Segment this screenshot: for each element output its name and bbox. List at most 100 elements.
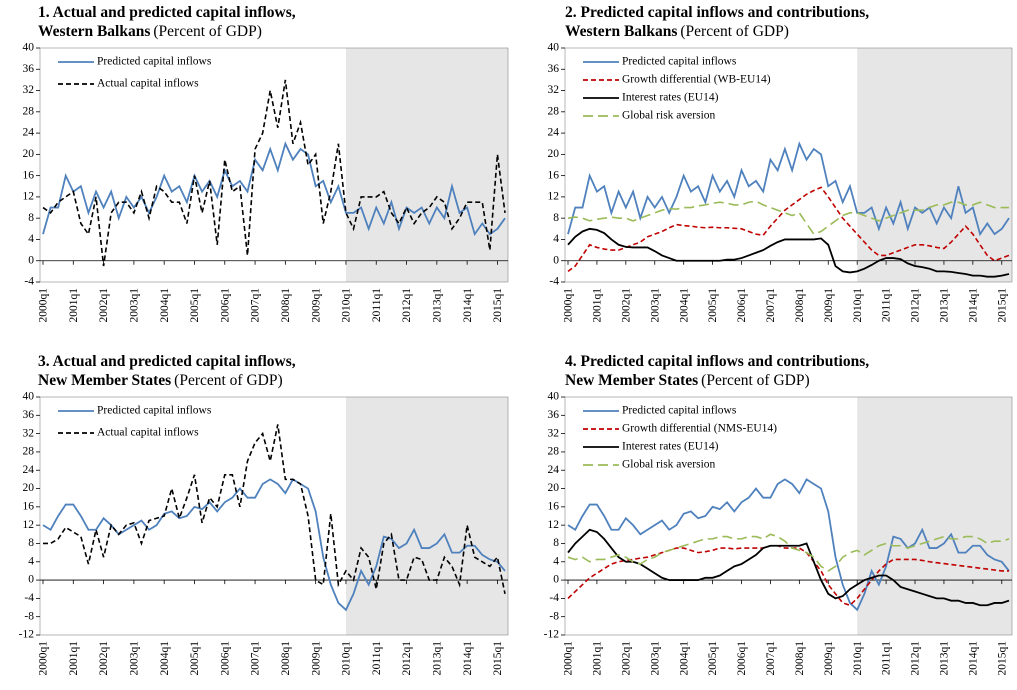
y-tick-label: 16	[548, 169, 560, 181]
y-tick-label: 28	[548, 105, 560, 117]
shaded-region	[857, 48, 1012, 282]
series-line	[567, 478, 1010, 612]
y-tick-label: 12	[548, 519, 560, 531]
x-tick-label: 2008q1	[794, 641, 806, 676]
x-tick-label: 2013q1	[939, 641, 951, 676]
x-tick-label: 2002q1	[620, 641, 632, 676]
x-tick-label: 2003q1	[129, 641, 141, 676]
y-tick-label: 20	[548, 482, 560, 494]
plot-frame	[564, 47, 1013, 283]
x-tick-label: 2002q1	[98, 641, 110, 676]
y-tick-label: 36	[548, 409, 560, 421]
shaded-region	[345, 48, 508, 282]
x-tick-label: 2015q1	[492, 641, 504, 676]
y-tick-label: 40	[23, 42, 35, 54]
x-tick-label: 2000q1	[38, 288, 50, 323]
x-tick-label: 2012q1	[401, 288, 413, 323]
legend-label: Predicted capital inflows	[97, 405, 212, 417]
unit: (Percent of GDP)	[153, 23, 261, 40]
y-tick-label: 0	[28, 574, 34, 586]
y-tick-label: 8	[553, 212, 559, 224]
x-tick-label: 2010q1	[852, 288, 864, 323]
plot-frame	[39, 396, 509, 636]
y-tick-label: 16	[23, 169, 35, 181]
x-tick-label: 2003q1	[649, 288, 661, 323]
y-tick-label: 24	[23, 127, 35, 139]
y-tick-label: 40	[548, 391, 560, 403]
x-tick-label: 2001q1	[68, 641, 80, 676]
plot-frame	[39, 47, 509, 283]
x-tick-label: 2005q1	[707, 641, 719, 676]
x-tick-label: 2006q1	[219, 288, 231, 323]
y-tick-label: 20	[23, 148, 35, 160]
x-tick-label: 2013q1	[431, 641, 443, 676]
x-tick-label: 2004q1	[678, 288, 690, 323]
legend-label: Predicted capital inflows	[622, 405, 737, 417]
x-tick-label: 2000q1	[563, 288, 575, 323]
series-line	[567, 141, 1010, 237]
x-tick-label: 2011q1	[881, 288, 893, 322]
y-tick-label: -12	[19, 629, 35, 641]
x-tick-label: 2007q1	[765, 641, 777, 676]
legend-label: Interest rates (EU14)	[622, 92, 719, 104]
chart-subtitle: New Member States (Percent of GDP)	[565, 372, 810, 389]
x-tick-label: 2015q1	[492, 288, 504, 323]
x-tick-label: 2012q1	[401, 641, 413, 676]
y-tick-label: 0	[28, 254, 34, 266]
y-tick-label: 36	[23, 409, 35, 421]
legend-label: Growth differential (WB-EU14)	[622, 74, 771, 86]
legend-label: Predicted capital inflows	[622, 56, 737, 68]
y-tick-label: 28	[548, 446, 560, 458]
y-tick-label: 40	[548, 42, 560, 54]
y-tick-label: 32	[548, 427, 560, 439]
x-tick-label: 2008q1	[280, 641, 292, 676]
y-tick-label: 32	[23, 427, 35, 439]
y-tick-label: -8	[24, 610, 34, 622]
x-tick-label: 2011q1	[371, 288, 383, 322]
y-tick-label: 36	[548, 63, 560, 75]
unit: (Percent of GDP)	[701, 372, 809, 389]
y-tick-label: 24	[548, 127, 560, 139]
x-tick-label: 2014q1	[462, 641, 474, 676]
x-tick-label: 2001q1	[592, 641, 604, 676]
x-tick-label: 2006q1	[736, 641, 748, 676]
series-line	[567, 227, 1010, 278]
x-tick-label: 2001q1	[592, 288, 604, 323]
legend-label: Interest rates (EU14)	[622, 441, 719, 453]
x-tick-label: 2003q1	[649, 641, 661, 676]
chart-title: 4. Predicted capital inflows and contrib…	[565, 353, 869, 370]
series-line	[567, 186, 1010, 273]
y-tick-label: 16	[548, 500, 560, 512]
series-line	[43, 424, 506, 594]
x-tick-label: 2009q1	[310, 288, 322, 323]
x-tick-label: 2006q1	[736, 288, 748, 323]
y-tick-label: 8	[28, 537, 34, 549]
x-tick-label: 2012q1	[910, 288, 922, 323]
x-tick-label: 2013q1	[939, 288, 951, 323]
y-tick-label: 20	[548, 148, 560, 160]
y-tick-label: -4	[24, 592, 34, 604]
x-tick-label: 2005q1	[707, 288, 719, 323]
y-tick-label: 20	[23, 482, 35, 494]
x-tick-label: 2000q1	[38, 641, 50, 676]
x-tick-label: 2009q1	[823, 288, 835, 323]
x-tick-label: 2007q1	[250, 288, 262, 323]
x-tick-label: 2015q1	[996, 641, 1008, 676]
y-tick-label: 8	[553, 537, 559, 549]
y-tick-label: 36	[23, 63, 35, 75]
x-tick-label: 2010q1	[852, 641, 864, 676]
x-tick-label: 2000q1	[563, 641, 575, 676]
x-tick-label: 2005q1	[189, 641, 201, 676]
y-tick-label: -4	[549, 276, 559, 288]
y-tick-label: 12	[548, 191, 560, 203]
series-line	[42, 79, 506, 267]
x-tick-label: 2015q1	[996, 288, 1008, 323]
x-tick-label: 2005q1	[189, 288, 201, 323]
chart-subtitle: Western Balkans (Percent of GDP)	[38, 23, 262, 40]
chart-title: 2. Predicted capital inflows and contrib…	[565, 4, 869, 21]
subtitle: Western Balkans	[565, 23, 677, 40]
legend-label: Actual capital inflows	[97, 427, 199, 439]
y-tick-label: 28	[23, 105, 35, 117]
y-tick-label: 0	[553, 254, 559, 266]
